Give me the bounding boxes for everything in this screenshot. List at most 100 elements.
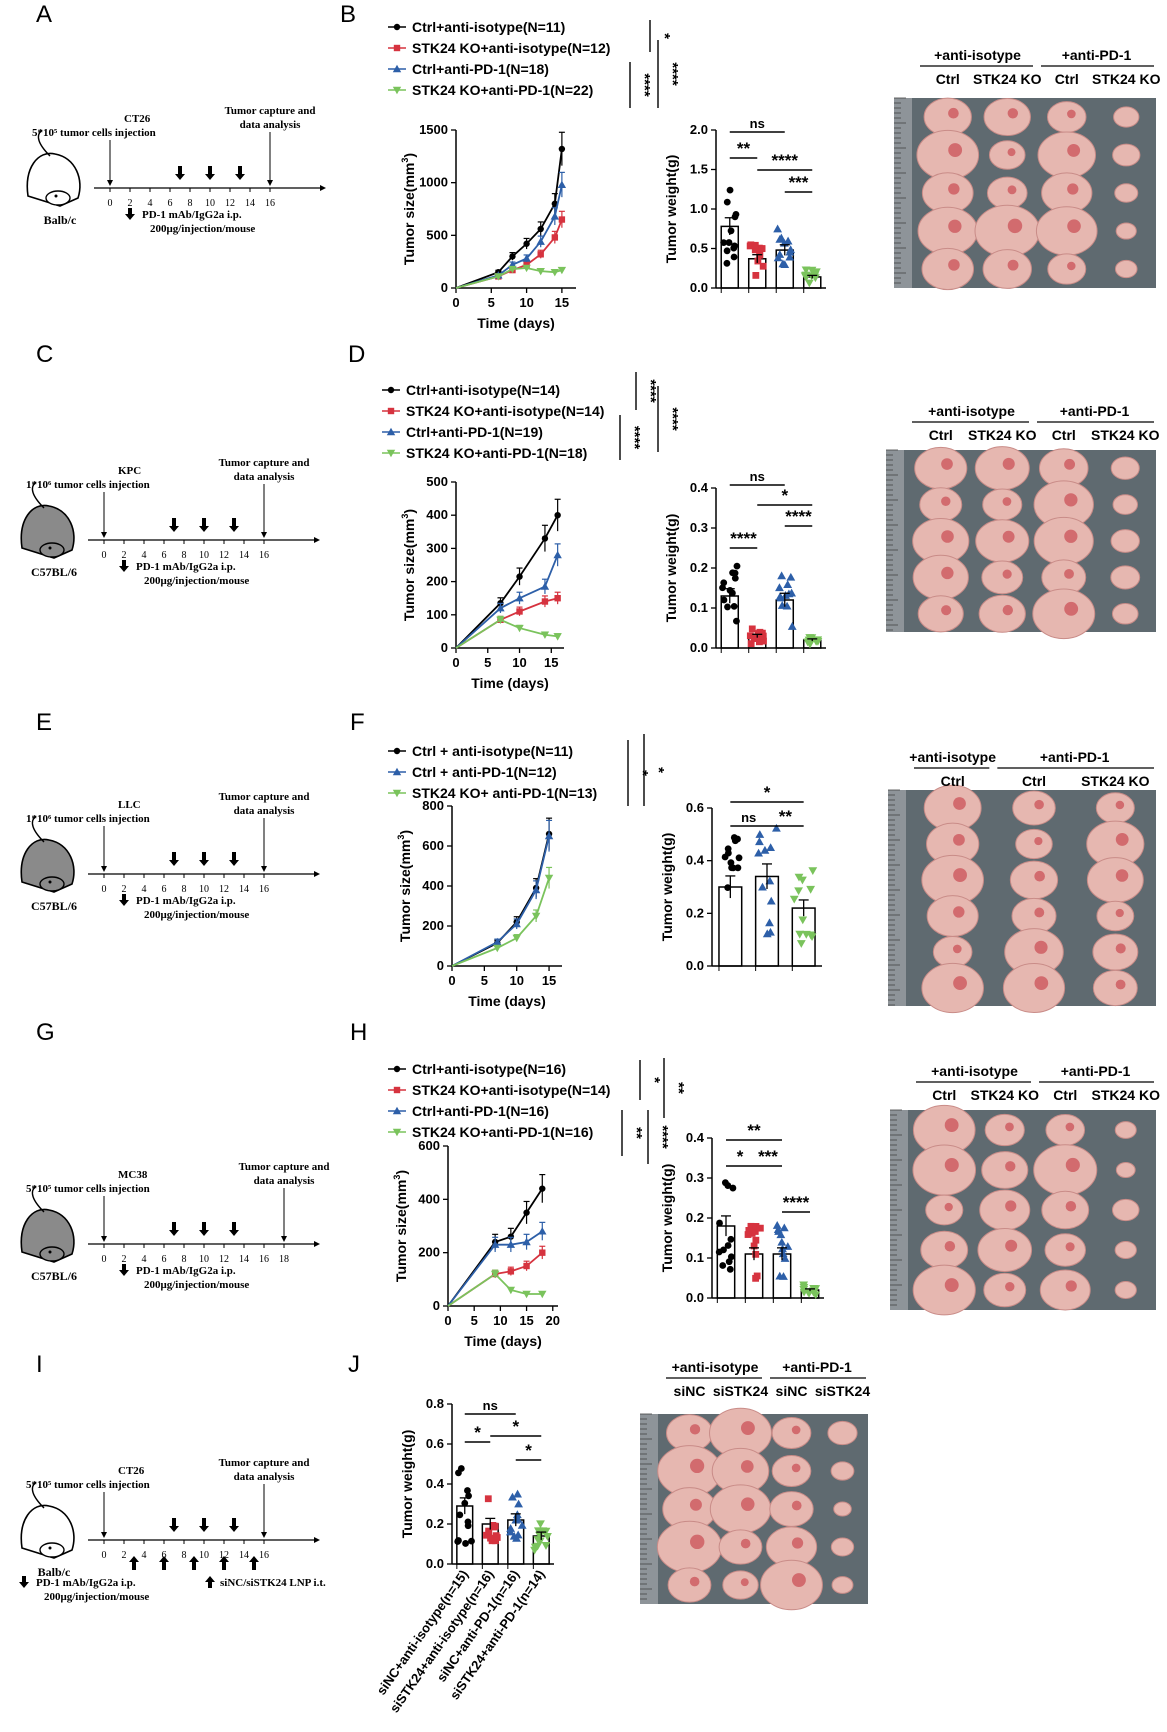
data-point: [752, 1236, 760, 1244]
y-tick-label: 400: [426, 507, 448, 522]
data-point: [731, 574, 739, 582]
y-tick-label: 0.6: [426, 1436, 444, 1451]
data-point: [536, 1520, 545, 1529]
data-point: [536, 267, 545, 276]
tumor: [831, 1576, 854, 1594]
schematic-ct26: Balb/c 0 2 4 6 8 10 12 14 16 CT26 5*10⁵ tumor cells…: [26, 105, 326, 235]
data-point: [787, 588, 797, 597]
data-point: [735, 854, 743, 862]
schematic-mc38: C57BL/6 0 2 4 6 8 10 12 14 16 18 MC38 5*10⁵ tumor ce…: [20, 1161, 330, 1291]
y-tick-label: 0.3: [686, 1170, 704, 1185]
data-point: [730, 253, 738, 261]
tumor-spot: [1065, 1242, 1075, 1252]
y-tick-label: 0: [437, 958, 444, 973]
significance-label: ****: [664, 62, 681, 86]
data-point: [721, 1179, 729, 1187]
data-point: [509, 253, 516, 260]
x-category-labels: siNC+anti-isotype(n=15)siSTK24+anti-isot…: [374, 1567, 548, 1715]
tumor-spot: [1034, 907, 1045, 918]
data-point: [523, 240, 530, 247]
significance-label: ****: [642, 379, 659, 403]
x-tick-label: 15: [519, 1313, 533, 1328]
tumor-spot: [1005, 1122, 1014, 1132]
data-point: [727, 227, 735, 235]
tumor-spot: [941, 496, 951, 506]
capture-label: Tumor capture and: [225, 105, 316, 117]
x-tick-label: 10: [509, 973, 523, 988]
timeline-tick-label: 16: [265, 198, 275, 209]
legend-marker: [392, 64, 402, 73]
mouse-eye: [48, 546, 52, 550]
x-tick-label: 15: [555, 295, 569, 310]
tumor-spot: [1064, 601, 1079, 616]
mouse-tail: [31, 481, 45, 509]
data-point: [454, 1538, 462, 1545]
header-group-label: +anti-PD-1: [1061, 1063, 1131, 1079]
photo-header: +anti-isotype +anti-PD-1 siNC siSTK24 siNC si…: [666, 1359, 870, 1399]
si-arrow-icon: [129, 1556, 139, 1570]
tumor-spot: [948, 107, 959, 119]
tumor-spot: [953, 833, 965, 846]
significance-label: ****: [654, 1125, 671, 1149]
ruler: [894, 98, 912, 288]
y-tick-label: 400: [418, 1191, 440, 1206]
data-point: [485, 1527, 493, 1535]
capture-label: Tumor capture and: [239, 1161, 330, 1173]
y-tick-label: 0: [441, 640, 448, 655]
timeline-tick-label: 0: [102, 550, 107, 561]
column-label: STK24 KO: [1081, 773, 1150, 789]
tumor-spot: [791, 1573, 806, 1587]
y-tick-label: 400: [422, 878, 444, 893]
tumor: [975, 519, 1030, 563]
data-point: [464, 1487, 471, 1494]
si-arrow-icon: [219, 1556, 229, 1570]
tumor-spot: [1007, 148, 1016, 157]
legend-marker: [387, 407, 395, 415]
data-point: [772, 1221, 782, 1229]
tumor: [760, 1559, 823, 1611]
legend-marker: [392, 767, 402, 776]
header-group-label: +anti-isotype: [672, 1359, 759, 1375]
injection-arrowhead: [101, 1236, 107, 1242]
timeline-tick-label: 6: [162, 550, 167, 561]
injection-label: 5*10⁵ tumor cells injection: [26, 1183, 150, 1195]
y-tick-label: 0.4: [690, 480, 709, 495]
tumor: [925, 1194, 964, 1226]
data-point: [723, 198, 731, 206]
tumor-spot: [1115, 869, 1129, 882]
x-axis-label: Time (days): [464, 1333, 542, 1349]
data-point: [809, 268, 819, 277]
tumor-spot: [740, 1421, 755, 1435]
header-group-label: +anti-PD-1: [782, 1359, 852, 1375]
tumor-photo: [894, 97, 1156, 291]
tumor: [1092, 933, 1139, 971]
timeline-tick-label: 14: [239, 1550, 249, 1561]
data-point: [533, 1542, 542, 1551]
mouse-head: [39, 1542, 65, 1558]
x-tick-label: 10: [519, 295, 533, 310]
tumor-spot: [953, 797, 966, 810]
data-point: [775, 234, 785, 243]
y-tick-label: 1000: [419, 175, 448, 190]
timeline-arrowhead: [314, 1241, 320, 1247]
significance-label: *: [737, 1147, 744, 1166]
tumor: [1041, 1190, 1090, 1230]
data-point: [505, 1527, 515, 1536]
mouse-tail: [31, 1185, 45, 1213]
data-point: [724, 884, 732, 892]
header-group-label: +anti-isotype: [934, 47, 1021, 63]
legend-label: STK24 KO+ anti-PD-1(N=13): [412, 785, 597, 801]
data-point: [550, 212, 560, 220]
y-axis-label: Tumor weight(g): [659, 833, 675, 942]
tumor: [1110, 565, 1141, 590]
tumor: [1037, 131, 1097, 179]
timeline-tick-label: 0: [102, 1254, 107, 1265]
y-axis-label: Tumor size(mm3): [396, 830, 413, 942]
data-point: [541, 1542, 551, 1550]
data-point: [724, 603, 731, 611]
data-point: [753, 1272, 761, 1280]
tumor-spot: [1007, 185, 1017, 195]
tumor-spot: [1005, 1281, 1015, 1292]
y-tick-label: 0: [441, 280, 448, 295]
tumor-spot: [1034, 940, 1048, 954]
